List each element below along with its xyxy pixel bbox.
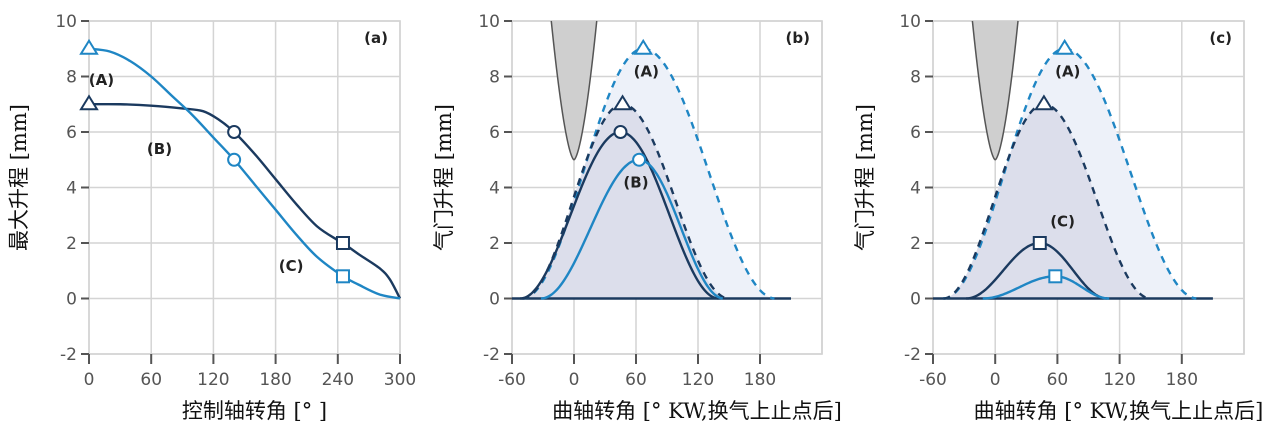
y-tick-label: 4 — [66, 179, 77, 199]
y-axis-title: 气门升程 [mm] — [432, 104, 456, 251]
x-tick-label: 0 — [84, 370, 95, 390]
y-tick-label: -2 — [904, 345, 921, 365]
lift-curve — [943, 103, 1151, 300]
area-fill — [522, 104, 729, 299]
max-lift-curve — [88, 102, 402, 300]
square-marker — [1048, 269, 1063, 284]
triangle-marker — [79, 38, 99, 55]
curve-label: (A) — [1055, 63, 1080, 81]
chart-panel-c: (A) (C) (c) -2 0 2 4 6 8 10 -60 0 60 120 180 曲轴转角 [° KW… — [853, 12, 1263, 423]
circle-marker — [227, 152, 242, 167]
panel-label: (a) — [364, 29, 388, 47]
panel-label: (b) — [786, 29, 810, 47]
y-tick-label: 8 — [66, 68, 77, 88]
y-tick-label: 0 — [910, 290, 921, 310]
x-tick-label: 120 — [197, 370, 229, 390]
piston-valve-pocket — [971, 20, 1019, 161]
square-marker — [335, 236, 350, 250]
x-tick-label: 0 — [569, 370, 580, 390]
y-tick-label: 2 — [489, 234, 500, 254]
x-tick-label: -60 — [919, 370, 947, 390]
x-axis-title: 曲轴转角 [° KW,换气上止点后] — [974, 399, 1264, 423]
area-fill — [943, 104, 1151, 299]
y-tick-label: 8 — [910, 68, 921, 88]
triangle-marker — [612, 94, 633, 111]
y-tick-label: 6 — [910, 123, 921, 143]
x-tick-label: 240 — [322, 370, 354, 390]
x-axis-title: 控制轴转角 [° ] — [182, 399, 327, 423]
x-tick-label: 180 — [1166, 370, 1198, 390]
x-tick-label: 60 — [625, 370, 647, 390]
y-tick-label: -2 — [483, 345, 500, 365]
y-tick-label: 8 — [489, 68, 500, 88]
lift-curve — [982, 275, 1110, 300]
triangle-marker — [633, 38, 654, 55]
circle-marker — [227, 125, 242, 139]
triangle-marker — [1034, 94, 1054, 111]
x-tick-label: 120 — [682, 370, 714, 390]
max-lift-curve — [88, 47, 401, 300]
y-tick-label: 2 — [66, 234, 77, 254]
curve-label: (A) — [634, 63, 659, 81]
y-tick-label: 10 — [55, 12, 77, 32]
chart-panel-a: (A) (B) (C) (a) -2 0 2 4 6 8 10 0 60 120 180 240 300 控制轴转… — [7, 12, 416, 423]
x-tick-label: 300 — [384, 370, 416, 390]
x-tick-label: 60 — [140, 370, 162, 390]
circle-marker — [613, 125, 628, 139]
x-tick-label: 0 — [990, 370, 1001, 390]
x-tick-label: 60 — [1047, 370, 1069, 390]
y-tick-label: 6 — [66, 123, 77, 143]
y-axis-title: 最大升程 [mm] — [7, 104, 31, 251]
curve-label: (C) — [1050, 212, 1075, 230]
chart-panel-b: (A) (B) (b) -2 0 2 4 6 8 10 -60 0 60 120 180 曲轴转角 [° KW… — [432, 12, 842, 423]
curve-label: (B) — [147, 140, 172, 158]
y-tick-label: 4 — [910, 179, 921, 199]
square-marker — [335, 269, 350, 284]
piston-valve-pocket — [550, 20, 598, 161]
y-tick-label: 10 — [478, 12, 500, 32]
x-tick-label: 180 — [259, 370, 291, 390]
curve-label: (A) — [89, 71, 114, 89]
y-tick-label: 0 — [489, 290, 500, 310]
square-marker — [1032, 236, 1047, 250]
y-tick-label: 0 — [66, 290, 77, 310]
lift-curve — [540, 158, 724, 300]
y-axis-title: 气门升程 [mm] — [853, 104, 877, 251]
triangle-marker — [1054, 38, 1075, 55]
panel-label: (c) — [1209, 29, 1232, 47]
y-tick-label: 2 — [910, 234, 921, 254]
y-tick-label: -2 — [60, 345, 77, 365]
x-tick-label: 120 — [1103, 370, 1135, 390]
x-tick-label: -60 — [498, 370, 526, 390]
curve-label: (C) — [279, 257, 304, 275]
y-tick-label: 10 — [899, 12, 921, 32]
y-tick-label: 4 — [489, 179, 500, 199]
x-axis-title: 曲轴转角 [° KW,换气上止点后] — [552, 399, 842, 423]
x-tick-label: 180 — [744, 370, 776, 390]
y-tick-label: 6 — [489, 123, 500, 143]
curve-label: (B) — [623, 174, 648, 192]
circle-marker — [632, 152, 647, 167]
triangle-marker — [79, 94, 99, 111]
lift-curve — [522, 103, 730, 300]
